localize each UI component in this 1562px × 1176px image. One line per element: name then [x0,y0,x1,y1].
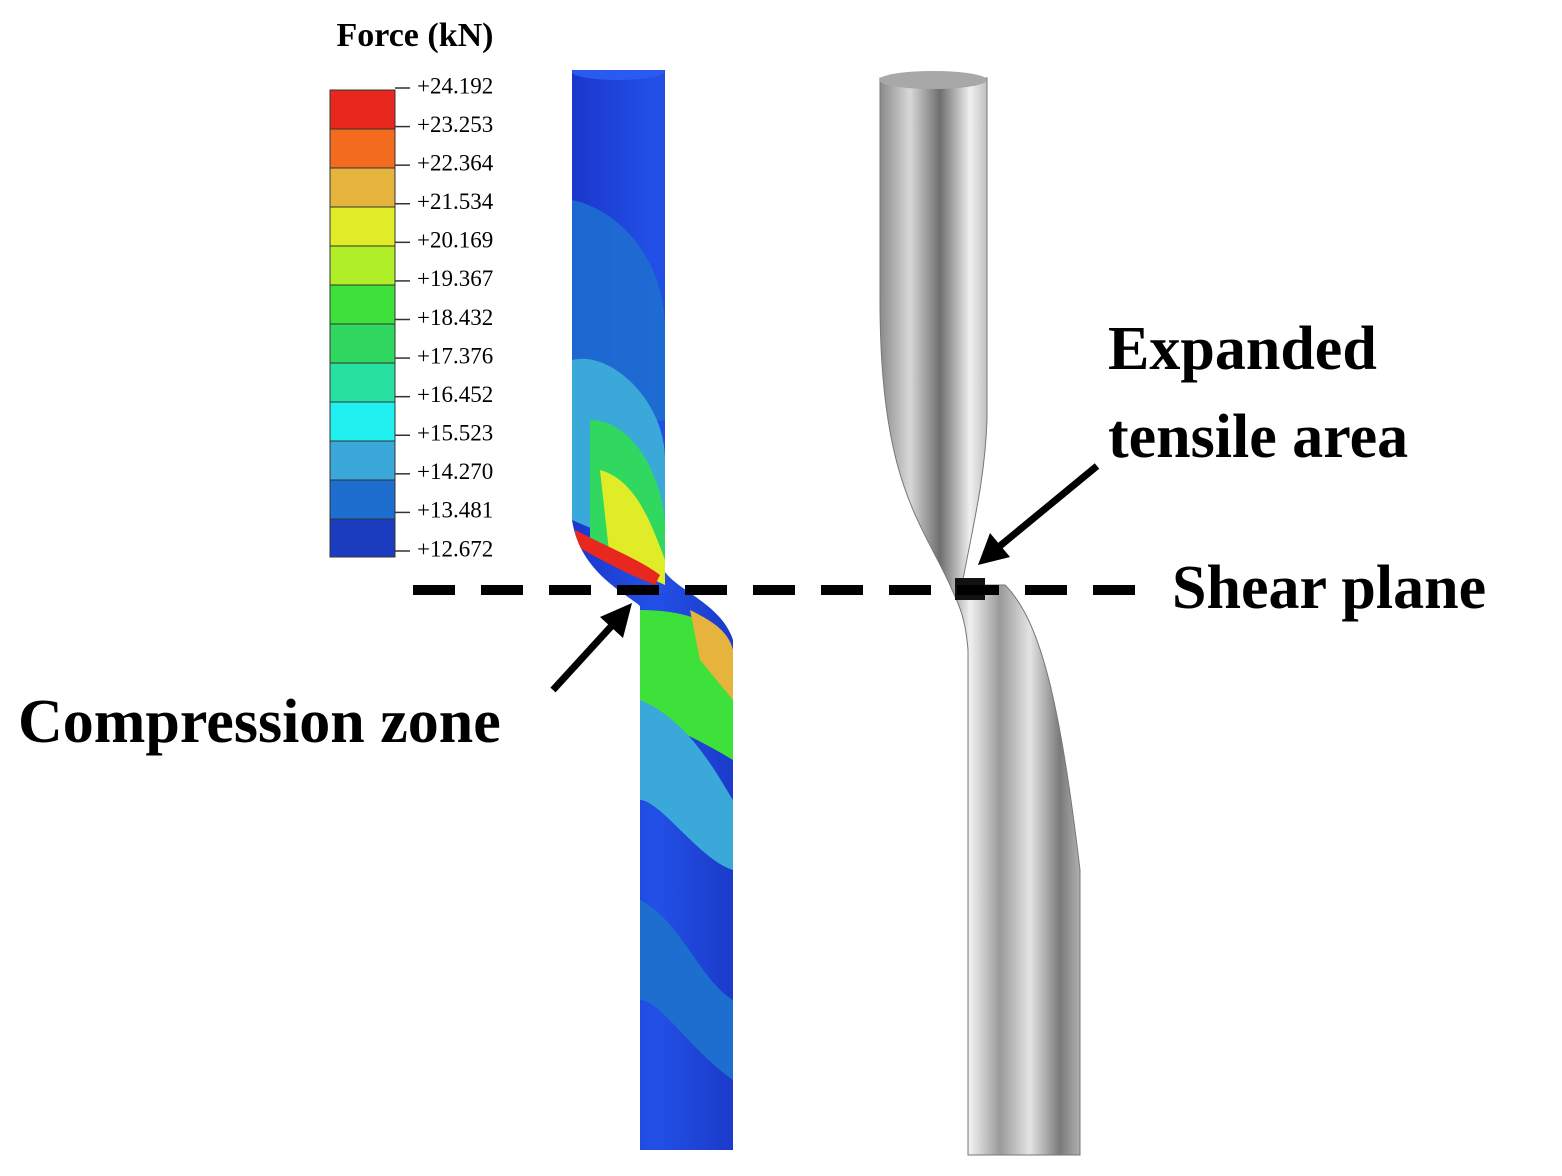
tick-label: +19.367 [417,266,493,291]
compression-zone-label: Compression zone [18,688,501,756]
shear-plane-label: Shear plane [1172,554,1486,622]
simulated-specimen [572,70,733,1150]
color-band [329,128,396,169]
color-band [329,284,396,325]
physical-specimen [879,71,1081,1156]
tick-label: +20.169 [417,228,493,253]
color-band [329,89,396,130]
color-band [329,401,396,442]
arrow [550,603,632,693]
arrow [978,463,1100,565]
color-band [329,167,396,208]
legend-ticks: +24.192 +23.253 +22.364 +21.534 +20.169 +19.3… [395,73,494,561]
tick-label: +13.481 [417,498,493,523]
tick-label: +17.376 [417,343,493,368]
tick-label: +15.523 [417,421,493,446]
color-band [329,479,396,520]
tick-label: +12.672 [417,536,493,561]
color-band [329,362,396,403]
annotation-line2: tensile area [1108,403,1408,471]
tick-label: +23.253 [417,112,493,137]
color-band [329,518,396,558]
legend-title: Force (kN) [336,17,493,54]
tick-label: +22.364 [417,150,494,175]
tick-label: +21.534 [417,189,494,214]
color-band [329,206,396,247]
tick-label: +24.192 [417,73,493,98]
tick-label: +16.452 [417,382,493,407]
annotation-line1: Expanded [1108,315,1377,383]
color-bar [329,89,396,558]
tick-label: +14.270 [417,459,493,484]
color-band [329,245,396,286]
color-band [329,440,396,481]
color-band [329,323,396,364]
tick-label: +18.432 [417,305,493,330]
